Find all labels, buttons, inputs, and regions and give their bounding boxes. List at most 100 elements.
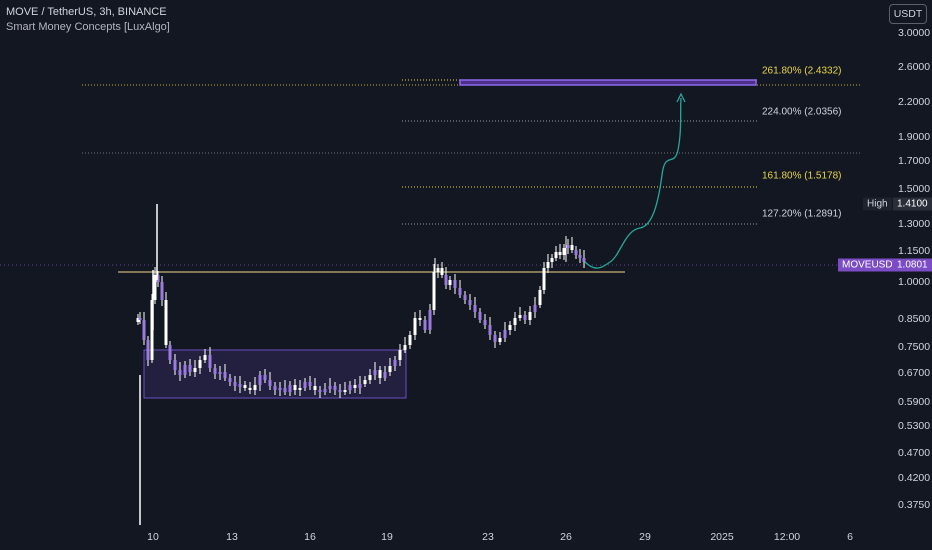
price-axis-label: 0.8500	[898, 313, 931, 325]
price-axis[interactable]	[860, 0, 932, 550]
candle-body	[208, 355, 212, 368]
projection-arrow-icon	[676, 92, 686, 103]
price-axis-label: 0.6700	[898, 367, 931, 379]
candle-body	[233, 382, 237, 386]
time-axis-label: 6	[847, 531, 853, 543]
candle-body	[403, 345, 407, 350]
candle-body	[528, 312, 532, 320]
candle-body	[160, 282, 164, 300]
candle-body	[343, 390, 347, 392]
price-axis-label: 1.5000	[898, 183, 931, 195]
price-axis-label: 2.6000	[898, 61, 931, 73]
indicator-name[interactable]: Smart Money Concepts [LuxAlgo]	[6, 21, 170, 33]
candle-body	[562, 248, 566, 255]
candle-body	[453, 280, 457, 288]
high-tag-label: High	[863, 197, 892, 211]
candle-body	[164, 300, 168, 345]
projection-path	[584, 97, 682, 269]
candle-body	[582, 258, 586, 262]
candle-body	[303, 382, 307, 388]
price-axis-label: 1.0000	[898, 276, 931, 288]
candle-body	[153, 275, 157, 300]
candle-body	[542, 268, 546, 290]
candle-body	[368, 375, 372, 380]
price-axis-label: 1.3000	[898, 218, 931, 230]
candle-body	[566, 245, 570, 248]
candle-body	[383, 372, 387, 378]
candle-body	[432, 272, 436, 310]
candle-body	[278, 388, 282, 390]
time-axis-label: 12:00	[773, 531, 801, 543]
candle-body	[508, 325, 512, 330]
candle-body	[348, 385, 352, 390]
price-axis-label: 2.2000	[898, 96, 931, 108]
candle-body	[223, 372, 227, 378]
candle-body	[248, 388, 252, 390]
candle-body	[193, 368, 197, 372]
candle-body	[570, 245, 574, 250]
candle-body	[533, 305, 537, 312]
candle-body	[408, 335, 412, 345]
candle-body	[388, 366, 392, 372]
price-axis-label: 0.5900	[898, 396, 931, 408]
price-axis-label: 0.7500	[898, 341, 931, 353]
time-axis-label: 2025	[710, 531, 734, 543]
price-axis-label: 0.4700	[898, 447, 931, 459]
candle-body	[253, 385, 257, 390]
candle-body	[178, 370, 182, 375]
time-axis-label: 23	[482, 531, 494, 543]
symbol-price-tag-label: MOVEUSDT	[838, 258, 903, 272]
candle-body	[546, 262, 550, 268]
price-axis-label: 1.1500	[898, 245, 931, 257]
candle-body	[298, 388, 302, 390]
candle-body	[473, 305, 477, 312]
candle-body	[213, 368, 217, 374]
candle-body	[554, 252, 558, 258]
candle-body	[448, 280, 452, 285]
candle-body	[338, 390, 342, 392]
candle-body	[413, 318, 417, 335]
candle-body	[273, 386, 277, 390]
candle-body	[488, 325, 492, 335]
candle-body	[468, 300, 472, 305]
time-axis-label: 10	[147, 531, 159, 543]
candle-body	[574, 250, 578, 255]
candle-body	[513, 318, 517, 325]
candle-body	[393, 360, 397, 366]
symbol-price-tag-value: 1.0801	[893, 258, 932, 272]
drawing-layer	[0, 79, 860, 399]
symbol-title[interactable]: MOVE / TetherUS, 3h, BINANCE	[6, 6, 167, 18]
candle-body	[478, 312, 482, 320]
time-axis-label: 19	[381, 531, 393, 543]
candle-body	[353, 385, 357, 388]
candle-body	[318, 390, 322, 392]
candle-body	[483, 320, 487, 325]
candle-body	[183, 365, 187, 375]
price-axis-label: 0.3750	[898, 499, 931, 511]
fib-level-label: 261.80% (2.4332)	[762, 65, 842, 77]
candle-body	[503, 330, 507, 338]
candle-body	[156, 275, 160, 282]
candle-body	[328, 386, 332, 389]
candle-body	[258, 375, 262, 385]
candle-body	[428, 310, 432, 330]
price-axis-label: 1.9000	[898, 131, 931, 143]
candle-body	[398, 350, 402, 360]
price-axis-label: 0.4200	[898, 472, 931, 484]
candle-body	[228, 378, 232, 382]
candle-body	[418, 318, 422, 320]
candle-body	[558, 252, 562, 255]
candle-body	[463, 295, 467, 300]
candle-body	[523, 315, 527, 320]
price-axis-label: 3.0000	[898, 27, 931, 39]
candle-body	[423, 320, 427, 330]
price-axis-label: 0.5300	[898, 420, 931, 432]
currency-button[interactable]: USDT	[889, 4, 927, 24]
time-axis-label: 16	[304, 531, 316, 543]
price-chart[interactable]	[0, 0, 860, 550]
candle-body	[358, 384, 362, 388]
candle-body	[518, 315, 522, 318]
candle-body	[436, 268, 440, 272]
time-axis-label: 26	[560, 531, 572, 543]
price-axis-label: 1.7000	[898, 155, 931, 167]
